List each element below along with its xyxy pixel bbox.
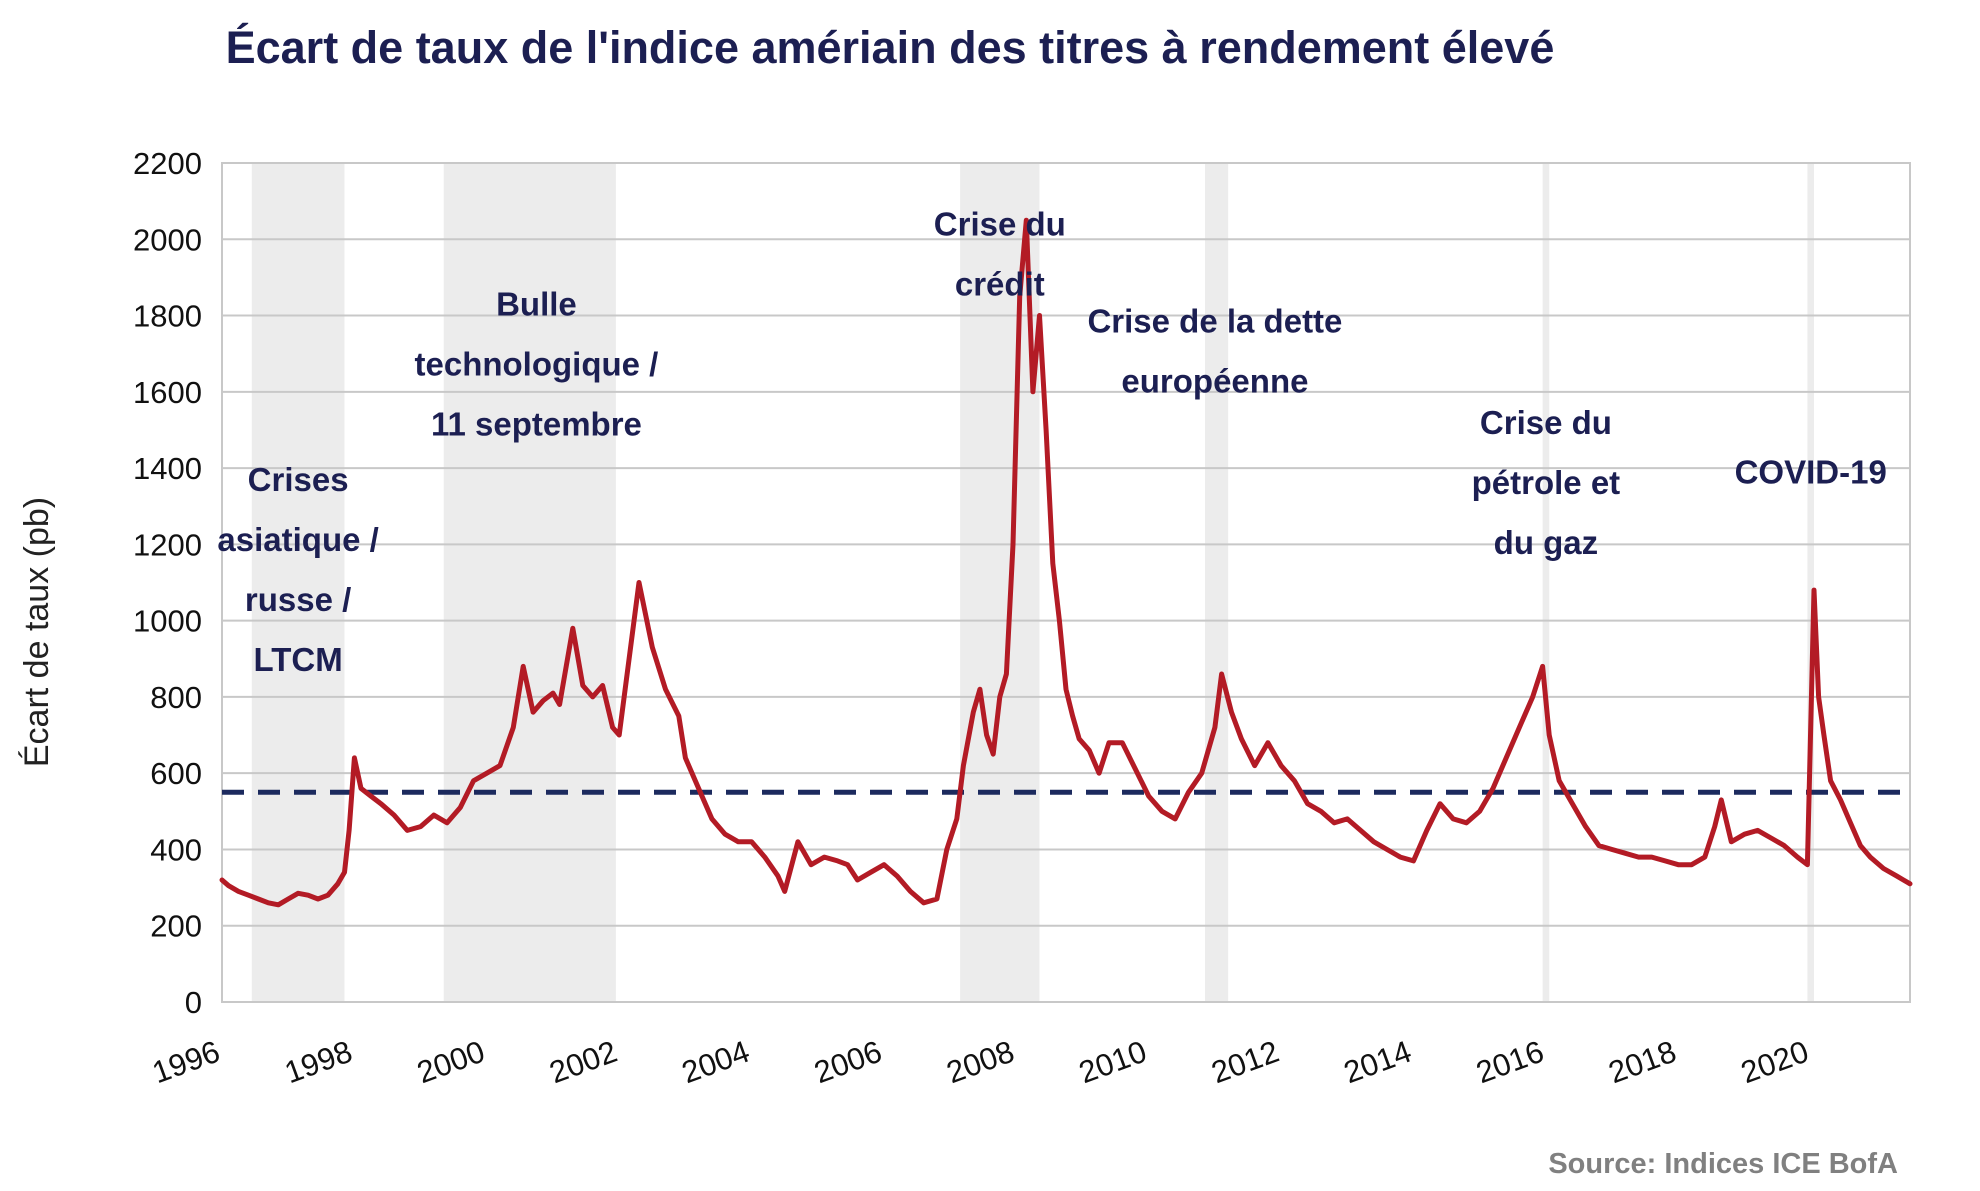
shaded-period-0 — [251, 163, 345, 1002]
x-tick-label-2014: 2014 — [1339, 1034, 1416, 1090]
annotations: Crises asiatique / russe / LTCM Bulle technol… — [217, 205, 1886, 678]
x-tick-label-1998: 1998 — [280, 1034, 357, 1090]
x-tick-labels: 1996 1998 2000 2002 2004 2006 2008 2010 2012 2014… — [148, 1034, 1813, 1090]
shaded-period-5 — [1807, 163, 1815, 1002]
annotation-2: Crise du crédit — [934, 205, 1066, 302]
annotation-3: Crise de la dette européenne — [1087, 303, 1342, 400]
x-tick-label-2010: 2010 — [1074, 1034, 1151, 1090]
annotation-line: Crise du — [934, 205, 1066, 242]
x-tick-label-2018: 2018 — [1604, 1034, 1681, 1090]
annotation-line: asiatique / — [217, 521, 378, 558]
y-tick-label-800: 800 — [150, 680, 202, 715]
plot-border — [221, 162, 1911, 1003]
annotation-line: russe / — [245, 581, 351, 618]
annotation-line: Crises — [248, 461, 349, 498]
recession-shading — [251, 163, 1815, 1002]
shaded-period-4 — [1542, 163, 1550, 1002]
y-tick-label-1000: 1000 — [133, 604, 202, 639]
annotation-line: Bulle — [496, 286, 577, 323]
y-tick-label-200: 200 — [150, 909, 202, 944]
y-tick-label-2000: 2000 — [133, 222, 202, 257]
plot-frame — [221, 162, 1911, 1003]
annotation-5: COVID-19 — [1735, 453, 1887, 490]
annotation-4: Crise du pétrole et du gaz — [1472, 404, 1621, 561]
series-line-0 — [219, 217, 1913, 908]
annotation-0: Crises asiatique / russe / LTCM — [217, 461, 378, 678]
annotation-line: Crise du — [1480, 404, 1612, 441]
y-tick-labels: 0 200 400 600 800 1000 1200 1400 1600 1800 2000 220… — [133, 146, 202, 1020]
annotation-line: du gaz — [1494, 524, 1599, 561]
y-tick-label-1800: 1800 — [133, 299, 202, 334]
annotation-line: crédit — [955, 265, 1045, 302]
x-tick-label-1996: 1996 — [148, 1034, 225, 1090]
y-tick-label-1600: 1600 — [133, 375, 202, 410]
x-tick-label-2020: 2020 — [1736, 1034, 1813, 1090]
y-tick-label-1400: 1400 — [133, 451, 202, 486]
y-tick-label-1200: 1200 — [133, 527, 202, 562]
x-tick-label-2016: 2016 — [1472, 1034, 1549, 1090]
shaded-period-3 — [1205, 163, 1229, 1002]
chart-title: Écart de taux de l'indice amériain des t… — [225, 22, 1555, 73]
annotation-1: Bulle technologique / 11 septembre — [415, 286, 659, 443]
y-tick-label-600: 600 — [150, 756, 202, 791]
shaded-period-1 — [443, 163, 616, 1002]
y-tick-label-400: 400 — [150, 832, 202, 867]
y-tick-label-0: 0 — [185, 985, 202, 1020]
annotation-line: pétrole et — [1472, 464, 1621, 501]
shaded-period-2 — [960, 163, 1040, 1002]
source-note: Source: Indices ICE BofA — [1548, 1148, 1898, 1180]
y-axis-label: Écart de taux (pb) — [18, 497, 56, 767]
x-tick-label-2004: 2004 — [677, 1034, 754, 1090]
annotation-line: LTCM — [254, 641, 343, 678]
annotation-line: COVID-19 — [1735, 453, 1887, 490]
x-tick-label-2008: 2008 — [942, 1034, 1019, 1090]
x-tick-label-2002: 2002 — [545, 1034, 622, 1090]
x-tick-label-2000: 2000 — [412, 1034, 489, 1090]
spread-series — [219, 217, 1913, 908]
x-tick-label-2006: 2006 — [810, 1034, 887, 1090]
annotation-line: 11 septembre — [431, 406, 642, 443]
x-tick-label-2012: 2012 — [1207, 1034, 1284, 1090]
annotation-line: Crise de la dette — [1087, 303, 1342, 340]
annotation-line: européenne — [1121, 363, 1308, 400]
annotation-line: technologique / — [415, 346, 659, 383]
y-tick-label-2200: 2200 — [133, 146, 202, 181]
